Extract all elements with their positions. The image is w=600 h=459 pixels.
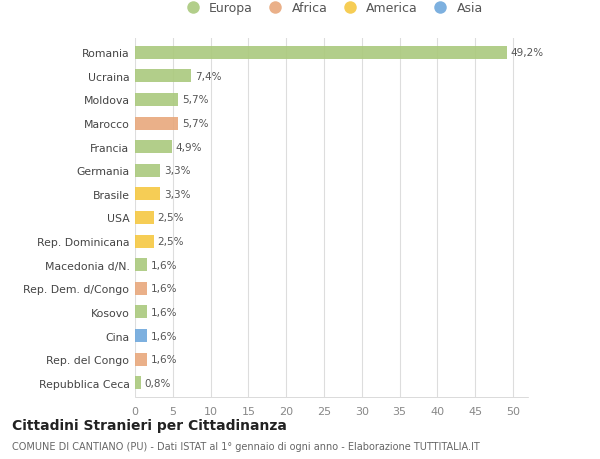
Legend: Europa, Africa, America, Asia: Europa, Africa, America, Asia <box>180 2 483 15</box>
Text: 1,6%: 1,6% <box>151 260 178 270</box>
Bar <box>135 70 191 83</box>
Bar <box>135 376 141 389</box>
Text: 3,3%: 3,3% <box>164 190 190 200</box>
Text: 5,7%: 5,7% <box>182 95 208 105</box>
Bar <box>135 306 147 319</box>
Bar <box>135 212 154 224</box>
Text: 0,8%: 0,8% <box>145 378 171 388</box>
Bar <box>135 329 147 342</box>
Bar <box>135 118 178 130</box>
Bar <box>135 141 172 154</box>
Text: 1,6%: 1,6% <box>151 307 178 317</box>
Bar <box>135 164 160 177</box>
Text: 7,4%: 7,4% <box>195 72 221 82</box>
Text: 1,6%: 1,6% <box>151 331 178 341</box>
Text: 2,5%: 2,5% <box>158 213 184 223</box>
Bar <box>135 259 147 272</box>
Bar <box>135 94 178 107</box>
Text: 5,7%: 5,7% <box>182 119 208 129</box>
Bar <box>135 282 147 295</box>
Text: 4,9%: 4,9% <box>176 142 202 152</box>
Text: 2,5%: 2,5% <box>158 236 184 246</box>
Bar <box>135 47 507 60</box>
Text: 1,6%: 1,6% <box>151 354 178 364</box>
Bar <box>135 188 160 201</box>
Text: 3,3%: 3,3% <box>164 166 190 176</box>
Bar <box>135 353 147 366</box>
Text: COMUNE DI CANTIANO (PU) - Dati ISTAT al 1° gennaio di ogni anno - Elaborazione T: COMUNE DI CANTIANO (PU) - Dati ISTAT al … <box>12 441 480 451</box>
Text: 49,2%: 49,2% <box>511 48 544 58</box>
Text: Cittadini Stranieri per Cittadinanza: Cittadini Stranieri per Cittadinanza <box>12 418 287 431</box>
Bar <box>135 235 154 248</box>
Text: 1,6%: 1,6% <box>151 284 178 294</box>
